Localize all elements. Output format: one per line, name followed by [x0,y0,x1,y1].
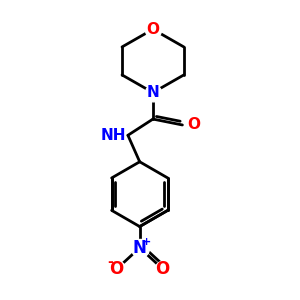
Text: NH: NH [101,128,126,143]
Text: O: O [188,117,201,132]
Text: +: + [142,238,151,248]
Text: N: N [147,85,159,100]
Text: -: - [107,256,113,269]
Text: N: N [133,239,147,257]
Text: O: O [146,22,159,37]
Text: O: O [155,260,170,278]
Text: O: O [110,260,124,278]
